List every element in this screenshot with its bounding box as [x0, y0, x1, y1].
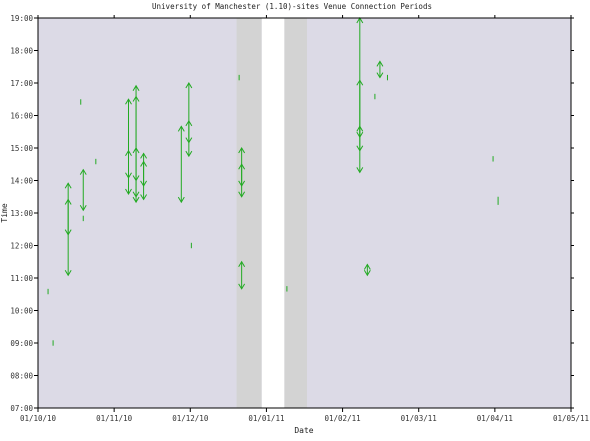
- period-end-arrow: [140, 152, 148, 159]
- period-start-arrow: [238, 180, 246, 187]
- period-start-arrow: [356, 167, 364, 174]
- period-start-arrow: [363, 270, 371, 277]
- x-tick-label: 01/05/11: [553, 414, 589, 423]
- y-tick-label: 14:00: [10, 177, 33, 186]
- period-end-arrow: [125, 149, 132, 156]
- period-end-arrow: [132, 84, 140, 91]
- connection-period: [185, 82, 193, 158]
- period-end-arrow: [356, 79, 364, 86]
- period-end-arrow: [363, 263, 371, 270]
- period-start-arrow: [140, 180, 148, 187]
- period-end-arrow: [356, 125, 364, 132]
- connection-period: [238, 260, 246, 290]
- x-axis-ticks: 01/10/10 01/11/10 01/12/10 01/01/11 01/02/11…: [20, 15, 589, 423]
- x-tick-label: 01/01/11: [248, 414, 284, 423]
- period-start-arrow: [356, 145, 364, 152]
- period-end-arrow: [125, 98, 132, 105]
- period-start-arrow: [125, 172, 132, 179]
- connection-period: [140, 160, 148, 187]
- period-start-arrow: [125, 188, 132, 196]
- connection-period: [363, 263, 371, 277]
- chart-title: University of Manchester (1.10)-sites Ve…: [152, 2, 432, 11]
- period-start-arrow: [177, 196, 185, 204]
- connection-period: [185, 119, 193, 144]
- x-tick-label: 01/03/11: [401, 414, 437, 423]
- period-start-arrow: [79, 205, 87, 212]
- period-start-arrow: [356, 131, 364, 139]
- y-axis-label: Time: [0, 203, 9, 222]
- period-end-arrow: [177, 125, 185, 132]
- period-end-arrow: [185, 119, 193, 127]
- period-end-arrow: [238, 260, 246, 268]
- y-tick-label: 13:00: [10, 209, 33, 218]
- y-tick-label: 07:00: [10, 404, 33, 413]
- y-tick-label: 16:00: [10, 112, 33, 121]
- period-end-arrow: [238, 147, 246, 154]
- y-tick-label: 09:00: [10, 339, 33, 348]
- x-tick-label: 01/12/10: [172, 414, 209, 423]
- connection-period: [132, 95, 140, 182]
- period-end-arrow: [64, 198, 72, 205]
- period-end-arrow: [376, 60, 384, 67]
- shaded-period: [284, 18, 308, 408]
- period-start-arrow: [238, 283, 246, 290]
- y-tick-label: 17:00: [10, 79, 33, 88]
- shaded-periods: [236, 18, 308, 408]
- period-end-arrow: [140, 160, 148, 167]
- period-start-arrow: [238, 191, 246, 198]
- period-end-arrow: [238, 163, 246, 170]
- period-start-arrow: [132, 196, 140, 204]
- connection-period: [79, 168, 87, 212]
- y-tick-label: 15:00: [10, 144, 33, 153]
- period-start-arrow: [185, 150, 193, 158]
- x-tick-label: 01/10/10: [20, 414, 57, 423]
- connection-period: [177, 125, 185, 204]
- y-axis-ticks: 07:00 08:00 09:00 10:00 11:00 12:00 13:00 14:00…: [10, 14, 574, 413]
- period-start-arrow: [64, 229, 72, 236]
- connection-period: [356, 125, 364, 139]
- y-tick-label: 08:00: [10, 372, 33, 381]
- x-axis-label: Date: [294, 426, 313, 435]
- x-tick-label: 01/02/11: [325, 414, 361, 423]
- y-tick-label: 11:00: [10, 274, 33, 283]
- connection-period: [376, 60, 384, 79]
- connection-marks: [47, 17, 499, 346]
- period-end-arrow: [79, 168, 87, 175]
- period-start-arrow: [185, 137, 193, 144]
- closed-period: [261, 18, 285, 408]
- x-tick-label: 01/04/11: [477, 414, 513, 423]
- period-start-arrow: [140, 194, 148, 201]
- connection-period: [125, 149, 132, 179]
- y-tick-label: 10:00: [10, 307, 33, 316]
- connection-period: [238, 163, 246, 187]
- connection-period: [64, 198, 72, 236]
- period-end-arrow: [185, 82, 193, 89]
- period-end-arrow: [132, 95, 140, 102]
- x-tick-label: 01/11/10: [96, 414, 133, 423]
- period-start-arrow: [132, 175, 140, 182]
- connection-period: [356, 79, 364, 152]
- period-end-arrow: [64, 182, 72, 189]
- y-tick-label: 19:00: [10, 14, 33, 23]
- period-start-arrow: [376, 72, 384, 79]
- y-tick-label: 18:00: [10, 47, 33, 56]
- y-tick-label: 12:00: [10, 242, 33, 251]
- period-start-arrow: [64, 270, 72, 277]
- shaded-period: [236, 18, 262, 408]
